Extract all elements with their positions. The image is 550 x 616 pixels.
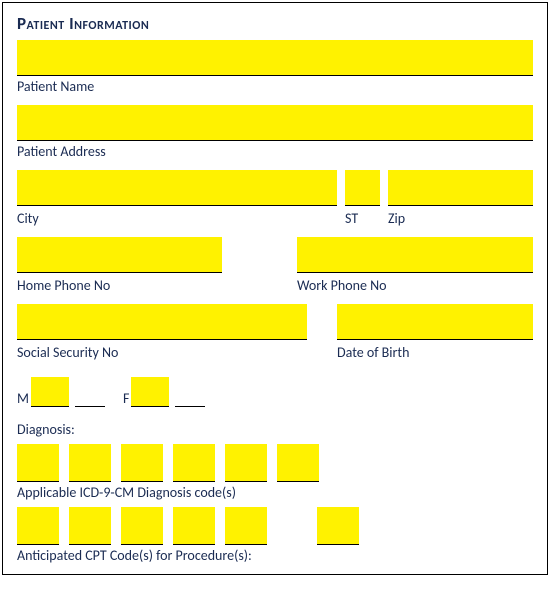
gender-row: M F xyxy=(17,377,533,407)
icd9-code-box[interactable] xyxy=(121,444,163,482)
patient-address-label: Patient Address xyxy=(17,143,533,160)
cpt-code-box[interactable] xyxy=(17,507,59,545)
zip-label: Zip xyxy=(388,210,533,227)
home-phone-field[interactable] xyxy=(17,237,222,273)
female-line xyxy=(175,377,205,407)
icd9-code-row xyxy=(17,444,533,482)
city-field[interactable] xyxy=(17,170,337,206)
phone-row: Home Phone No Work Phone No xyxy=(17,237,533,304)
cpt-code-box[interactable] xyxy=(173,507,215,545)
icd9-code-box[interactable] xyxy=(277,444,319,482)
icd9-label: Applicable ICD-9-CM Diagnosis code(s) xyxy=(17,484,533,501)
icd9-code-box[interactable] xyxy=(173,444,215,482)
dob-field[interactable] xyxy=(337,304,533,340)
cpt-code-box[interactable] xyxy=(317,507,359,545)
patient-name-field[interactable] xyxy=(17,40,533,76)
patient-name-label: Patient Name xyxy=(17,78,533,95)
cpt-code-box[interactable] xyxy=(225,507,267,545)
cpt-code-row xyxy=(17,507,533,545)
dob-label: Date of Birth xyxy=(337,344,533,361)
male-label: M xyxy=(17,390,29,407)
patient-address-field[interactable] xyxy=(17,105,533,141)
icd9-code-box[interactable] xyxy=(17,444,59,482)
icd9-code-box[interactable] xyxy=(69,444,111,482)
city-st-zip-row: City ST Zip xyxy=(17,170,533,237)
work-phone-label: Work Phone No xyxy=(297,277,533,294)
ssn-field[interactable] xyxy=(17,304,307,340)
ssn-dob-row: Social Security No Date of Birth xyxy=(17,304,533,371)
male-line xyxy=(75,377,105,407)
zip-field[interactable] xyxy=(388,170,533,206)
work-phone-field[interactable] xyxy=(297,237,533,273)
section-title: Patient Information xyxy=(17,13,533,34)
ssn-label: Social Security No xyxy=(17,344,307,361)
state-field[interactable] xyxy=(345,170,380,206)
female-label: F xyxy=(123,390,129,407)
form-container: Patient Information Patient Name Patient… xyxy=(2,2,548,575)
female-checkbox[interactable] xyxy=(131,377,169,407)
icd9-code-box[interactable] xyxy=(225,444,267,482)
diagnosis-label: Diagnosis: xyxy=(17,421,533,438)
cpt-label: Anticipated CPT Code(s) for Procedure(s)… xyxy=(17,547,533,564)
cpt-code-box[interactable] xyxy=(69,507,111,545)
home-phone-label: Home Phone No xyxy=(17,277,222,294)
cpt-code-box[interactable] xyxy=(121,507,163,545)
city-label: City xyxy=(17,210,337,227)
state-label: ST xyxy=(345,210,380,227)
male-checkbox[interactable] xyxy=(31,377,69,407)
